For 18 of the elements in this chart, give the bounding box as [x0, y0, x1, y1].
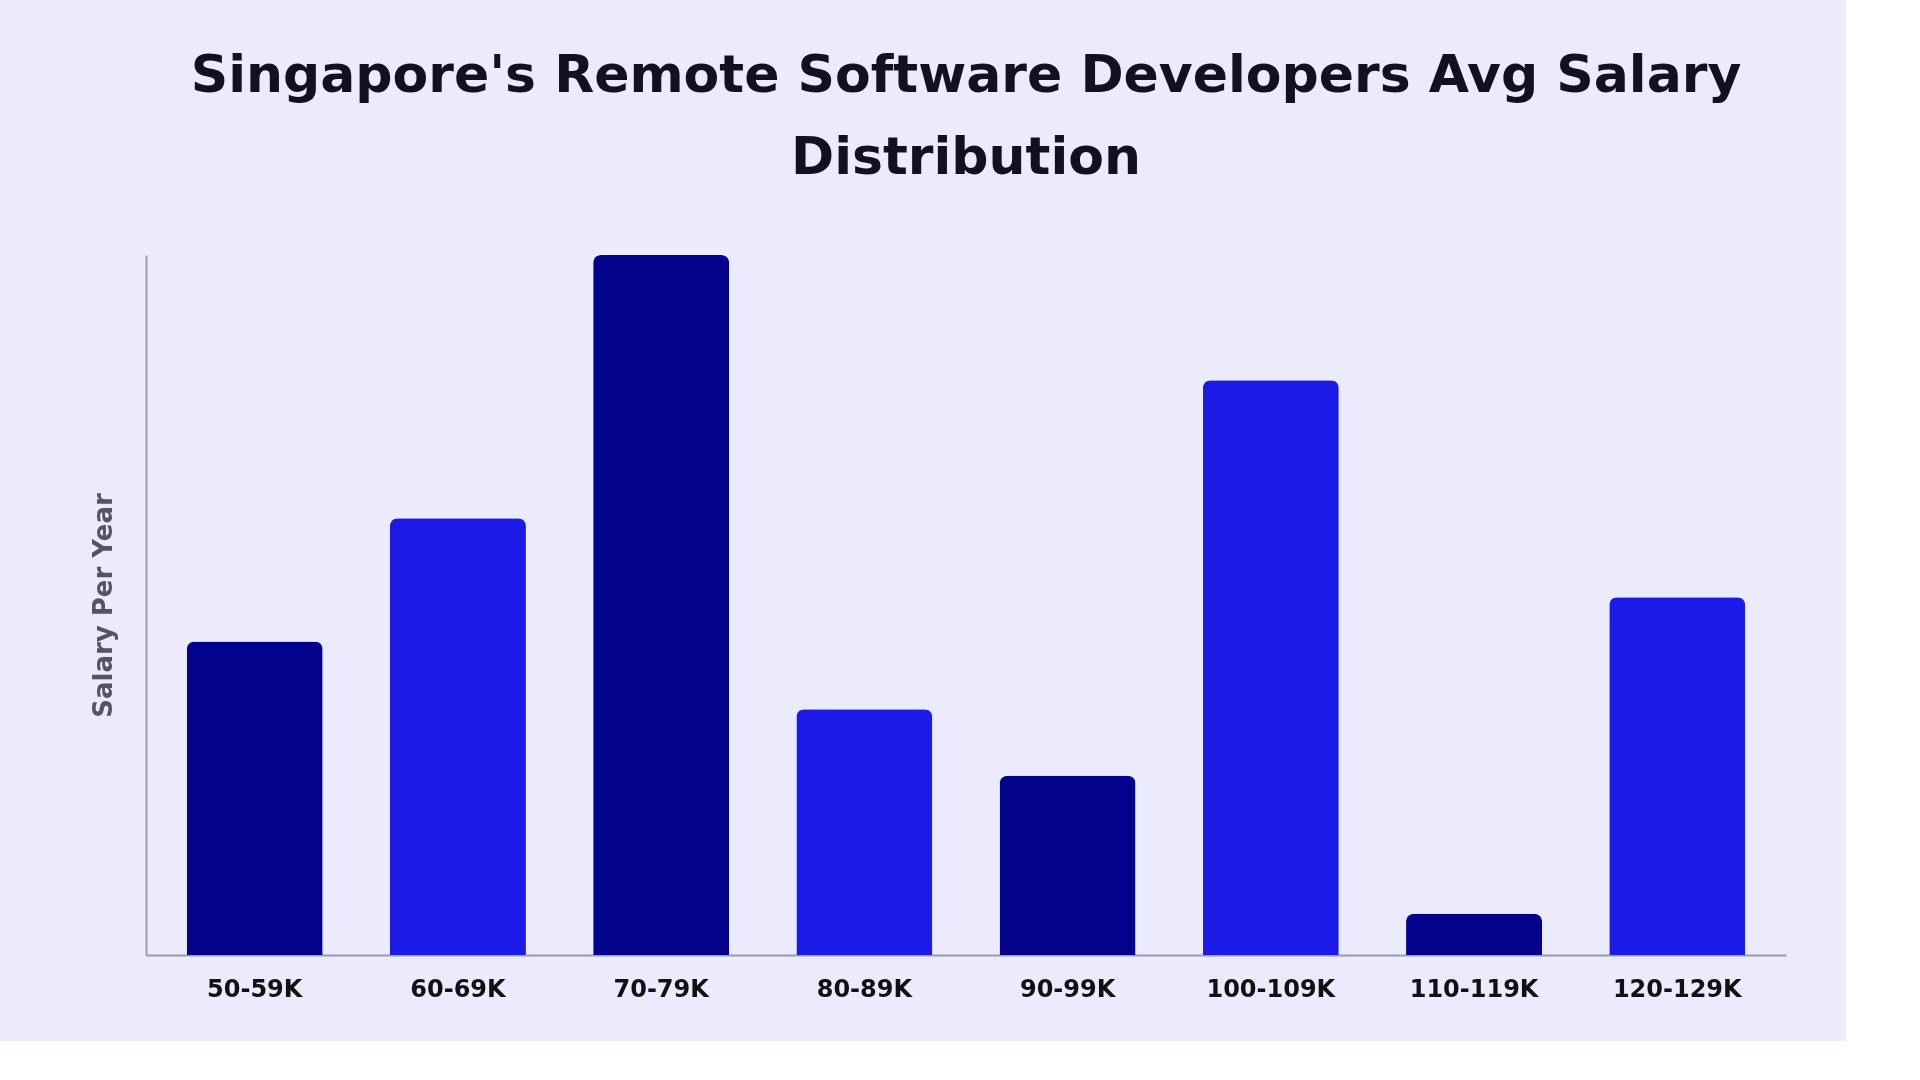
bar	[796, 709, 933, 955]
x-tick-label: 50-59K	[207, 974, 304, 1003]
bar	[593, 255, 730, 955]
bar	[1609, 597, 1746, 955]
bar	[389, 518, 526, 955]
x-tick-label: 110-119K	[1409, 974, 1540, 1003]
x-tick-label: 100-109K	[1206, 974, 1337, 1003]
x-tick-label: 70-79K	[613, 974, 711, 1003]
x-tick-label: 80-89K	[816, 974, 914, 1003]
x-tick-label: 120-129K	[1612, 974, 1744, 1003]
bar	[186, 641, 323, 955]
bar	[1202, 380, 1339, 955]
bar	[1406, 913, 1543, 955]
x-tick-label: 60-69K	[410, 974, 508, 1003]
y-axis-title: Salary Per Year	[87, 493, 118, 718]
x-tick-label: 90-99K	[1019, 974, 1117, 1003]
chart-title: Singapore's Remote Software Developers Avg Salary Distribution	[190, 44, 1742, 186]
bar	[999, 775, 1136, 955]
